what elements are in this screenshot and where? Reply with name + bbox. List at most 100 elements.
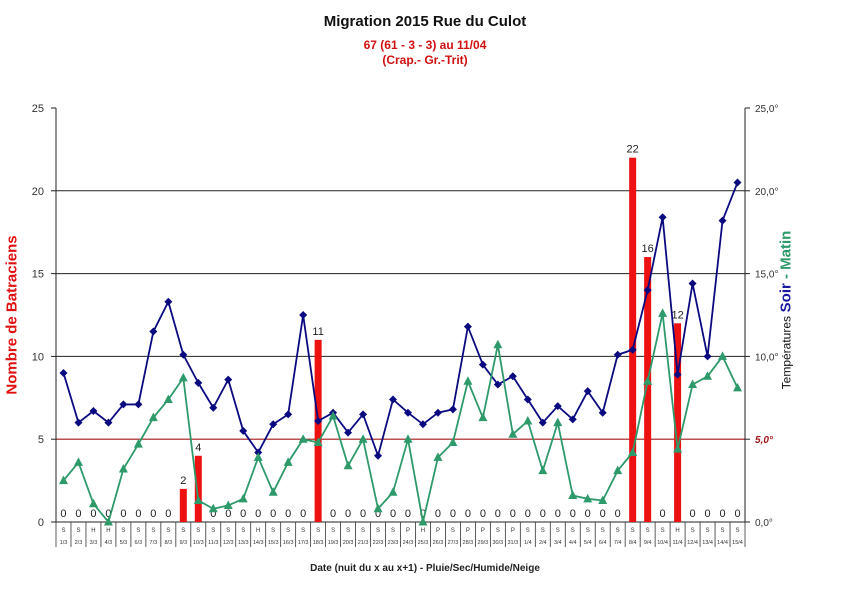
marker-triangle <box>163 394 173 403</box>
weather-code: S <box>541 528 545 534</box>
marker-triangle <box>718 351 728 360</box>
bar-value-label: 0 <box>90 508 96 520</box>
weather-code: S <box>451 528 455 534</box>
date-label: 2/3 <box>75 540 83 546</box>
bar-value-label: 0 <box>719 508 725 520</box>
y-axis-label-left: Nombre de Batraciens <box>3 235 21 395</box>
weather-code: S <box>211 528 215 534</box>
y2-tick-label: 10,0° <box>755 352 778 363</box>
y-axis-label-right: Températures Soir - Matin <box>778 231 795 390</box>
weather-code: H <box>421 528 425 534</box>
date-label: 14/3 <box>253 540 264 546</box>
bar-value-label: 0 <box>480 508 486 520</box>
marker-triangle <box>133 439 143 448</box>
marker-triangle <box>388 487 398 496</box>
date-label: 22/3 <box>373 540 384 546</box>
marker-diamond <box>493 380 502 389</box>
bar-value-label: 0 <box>435 508 441 520</box>
bar-value-label: 2 <box>180 475 186 487</box>
bar <box>674 323 682 522</box>
bar <box>629 157 637 522</box>
marker-triangle <box>88 498 98 508</box>
marker-triangle <box>238 493 248 503</box>
marker-diamond <box>688 279 697 288</box>
y2-tick-label: 5,0° <box>755 435 774 446</box>
weather-code: S <box>376 528 380 534</box>
bar-value-label: 0 <box>525 508 531 520</box>
marker-diamond <box>314 416 323 425</box>
bar-value-label: 0 <box>690 508 696 520</box>
marker-diamond <box>374 451 383 460</box>
bar-value-label: 0 <box>585 508 591 520</box>
date-label: 13/4 <box>702 540 713 546</box>
marker-diamond <box>299 311 308 319</box>
weather-code: S <box>646 528 650 534</box>
bar-value-label: 0 <box>734 508 740 520</box>
bar-value-label: 0 <box>120 508 126 520</box>
marker-triangle <box>298 434 308 443</box>
bar-value-label: 4 <box>195 442 201 454</box>
marker-diamond <box>194 378 203 387</box>
bar-value-label: 0 <box>660 508 666 520</box>
marker-diamond <box>179 350 188 359</box>
y2-label-matin: Matin <box>777 230 795 270</box>
y2-tick-label: 20,0° <box>755 187 778 198</box>
marker-triangle <box>568 490 578 500</box>
marker-triangle <box>688 379 698 389</box>
marker-triangle <box>313 437 323 447</box>
bar-value-label: 0 <box>135 508 141 520</box>
bar-value-label: 0 <box>105 508 111 520</box>
date-label: 8/4 <box>629 540 637 546</box>
weather-code: S <box>496 528 500 534</box>
marker-diamond <box>628 345 637 354</box>
bar-value-label: 0 <box>615 508 621 520</box>
bar-value-label: 0 <box>704 508 710 520</box>
date-label: 1/3 <box>60 540 68 546</box>
marker-diamond <box>658 213 667 222</box>
marker-diamond <box>613 350 622 359</box>
bar-value-label: 0 <box>570 508 576 520</box>
bar-value-label: 0 <box>150 508 156 520</box>
marker-triangle <box>193 495 203 504</box>
date-label: 15/3 <box>268 540 279 546</box>
marker-triangle <box>673 444 683 453</box>
marker-diamond <box>643 286 652 295</box>
date-label: 23/3 <box>388 540 399 546</box>
weather-code: S <box>181 528 185 534</box>
marker-diamond <box>508 372 517 381</box>
bar-value-label: 0 <box>255 508 261 520</box>
weather-code: P <box>466 528 470 534</box>
date-label: 12/4 <box>687 540 698 546</box>
date-label: 7/3 <box>150 540 158 546</box>
weather-code: S <box>601 528 605 534</box>
date-label: 17/3 <box>298 540 309 546</box>
marker-triangle <box>178 372 188 382</box>
y2-label-soir: Soir <box>777 283 795 313</box>
weather-code: S <box>316 528 320 534</box>
date-label: 3/3 <box>90 540 98 546</box>
bar-value-label: 0 <box>330 508 336 520</box>
date-label: 1/4 <box>524 540 532 546</box>
bar-value-label: 0 <box>405 508 411 520</box>
date-label: 24/3 <box>403 540 414 546</box>
weather-code: S <box>331 528 335 534</box>
date-label: 18/3 <box>313 540 324 546</box>
date-label: 6/3 <box>135 540 143 546</box>
date-label: 13/3 <box>238 540 249 546</box>
weather-code: P <box>511 528 515 534</box>
marker-triangle <box>523 415 533 425</box>
y-tick-label: 5 <box>38 434 44 446</box>
chart-subtitle-species: (Crap.- Gr.-Trit) <box>382 53 468 67</box>
marker-triangle <box>328 411 338 420</box>
marker-triangle <box>283 457 293 466</box>
bar-value-label: 0 <box>75 508 81 520</box>
weather-code: S <box>661 528 665 534</box>
weather-code: S <box>631 528 635 534</box>
marker-diamond <box>134 400 143 409</box>
date-label: 4/3 <box>105 540 113 546</box>
marker-triangle <box>253 452 263 461</box>
marker-triangle <box>658 308 668 317</box>
date-label: 26/3 <box>433 540 444 546</box>
marker-diamond <box>149 327 158 336</box>
bar-value-label: 11 <box>312 326 323 338</box>
